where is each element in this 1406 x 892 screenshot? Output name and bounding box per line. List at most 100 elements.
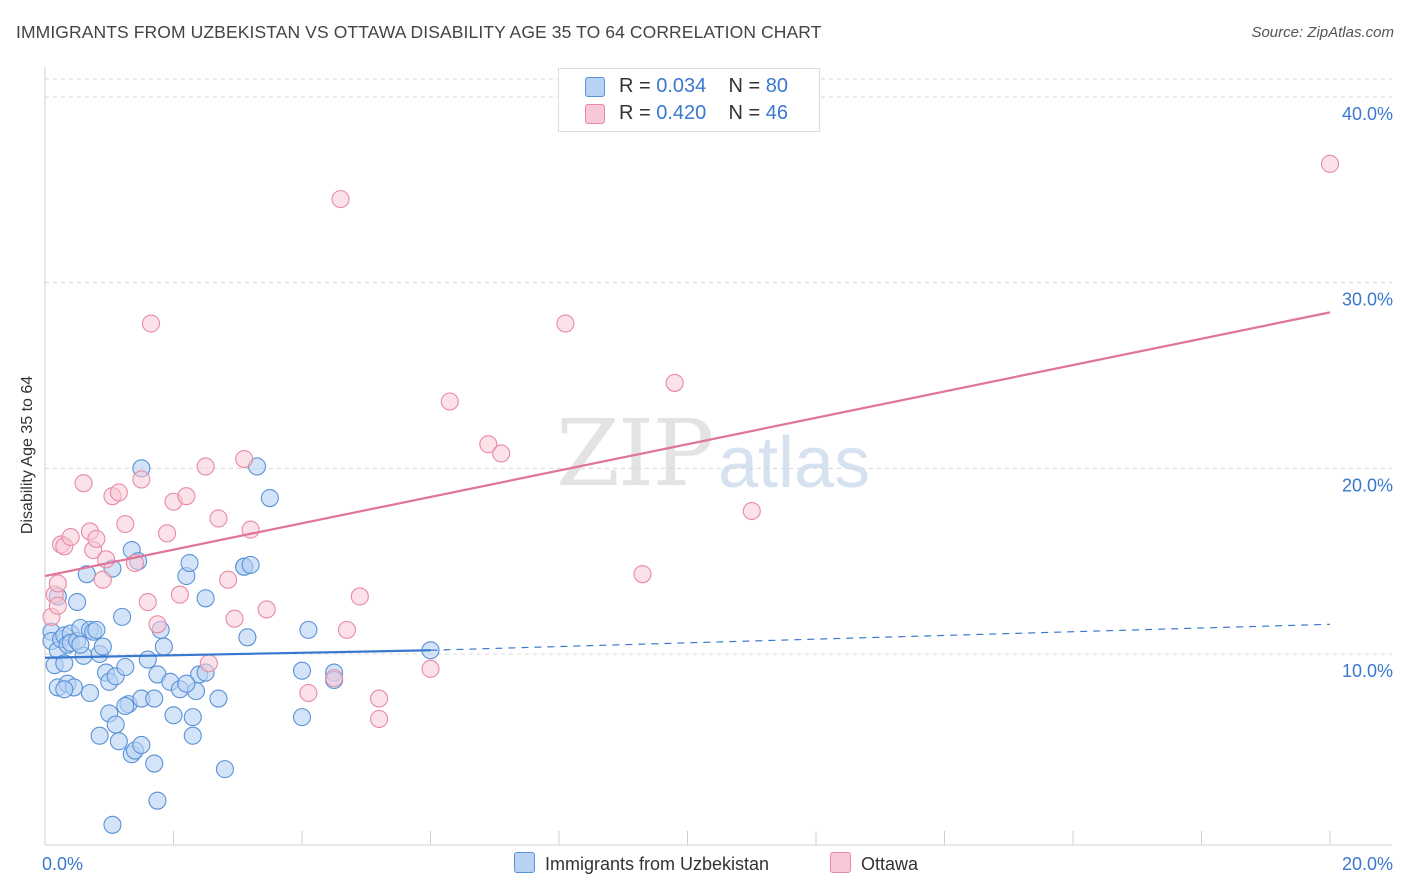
data-point-uzbekistan (116, 657, 135, 677)
data-point-ottawa (148, 615, 167, 634)
data-point-ottawa (87, 529, 106, 548)
data-point-uzbekistan (238, 628, 257, 647)
bottom-legend-label: Ottawa (861, 854, 919, 874)
data-point-ottawa (492, 444, 511, 463)
data-point-ottawa (48, 574, 67, 593)
x-tick-label-max: 20.0% (1342, 854, 1393, 874)
legend-n-label: N = (728, 75, 766, 97)
y-tick-label: 10.0% (1342, 661, 1393, 681)
tick-labels: 10.0% 20.0% 30.0% 40.0% 0.0% 20.0% (42, 104, 1393, 874)
data-point-ottawa (299, 683, 318, 703)
data-point-ottawa (74, 474, 93, 493)
legend-r-label: R = (619, 102, 657, 124)
data-point-uzbekistan (180, 553, 199, 573)
data-point-uzbekistan (55, 654, 74, 673)
data-point-ottawa (48, 596, 67, 615)
series-ottawa-points (42, 154, 1340, 729)
data-point-ottawa (556, 314, 575, 333)
data-point-ottawa (158, 524, 177, 543)
series-uzbekistan-points (42, 457, 440, 834)
data-point-uzbekistan (154, 637, 173, 656)
legend-n-label: N = (728, 102, 766, 124)
data-point-uzbekistan (93, 637, 112, 656)
source-label: Source: ZipAtlas.com (1251, 24, 1394, 41)
data-point-ottawa (331, 190, 350, 209)
legend-swatch-blue (585, 77, 605, 97)
data-point-ottawa (93, 570, 112, 589)
data-point-ottawa (1320, 154, 1340, 173)
data-point-uzbekistan (215, 760, 234, 779)
watermark-zip: ZIP (556, 400, 714, 507)
data-point-uzbekistan (68, 592, 87, 612)
data-point-uzbekistan (164, 706, 183, 725)
data-point-ottawa (177, 487, 196, 506)
data-point-uzbekistan (292, 708, 312, 727)
data-point-ottawa (141, 314, 161, 333)
data-point-ottawa (742, 501, 761, 521)
data-point-ottawa (132, 470, 151, 489)
data-point-ottawa (257, 600, 276, 619)
data-point-ottawa (440, 392, 459, 411)
data-point-ottawa (61, 527, 80, 547)
correlation-legend: R = 0.034 N = 80 R = 0.420 N = 46 (558, 68, 820, 132)
data-point-ottawa (370, 709, 389, 729)
data-point-ottawa (350, 587, 369, 606)
bottom-legend-uzbekistan: Immigrants from Uzbekistan (514, 852, 769, 875)
legend-r-value: 0.420 (656, 102, 707, 124)
y-tick-label: 30.0% (1342, 290, 1393, 310)
chart-title: IMMIGRANTS FROM UZBEKISTAN VS OTTAWA DIS… (16, 22, 822, 42)
data-point-uzbekistan (116, 696, 135, 716)
bottom-legend-ottawa: Ottawa (830, 852, 918, 875)
trend-line-uzbekistan (44, 649, 431, 659)
data-point-ottawa (225, 609, 244, 628)
x-tick-label-min: 0.0% (42, 854, 83, 874)
data-point-uzbekistan (106, 715, 125, 734)
data-point-uzbekistan (177, 674, 196, 693)
data-point-ottawa (235, 449, 254, 469)
legend-r-label: R = (619, 75, 657, 97)
bottom-legend-swatch-pink (830, 852, 851, 873)
legend-r-value: 0.034 (656, 75, 707, 97)
axes (44, 67, 1392, 846)
legend-n-value: 46 (765, 102, 789, 124)
data-point-ottawa (138, 592, 157, 612)
data-point-uzbekistan (145, 754, 164, 773)
data-point-uzbekistan (77, 565, 96, 584)
data-point-ottawa (633, 565, 652, 584)
data-point-uzbekistan (148, 791, 167, 810)
data-point-uzbekistan (138, 650, 157, 669)
data-point-uzbekistan (145, 689, 164, 708)
bottom-legend-swatch-blue (514, 852, 535, 873)
data-point-uzbekistan (113, 607, 132, 626)
data-point-uzbekistan (87, 620, 106, 639)
y-tick-label: 40.0% (1342, 104, 1393, 124)
trend-line-ottawa (44, 311, 1331, 578)
data-point-uzbekistan (132, 735, 151, 755)
data-point-ottawa (170, 585, 189, 604)
data-point-ottawa (199, 654, 218, 673)
data-point-ottawa (421, 659, 440, 678)
data-point-ottawa (325, 669, 344, 688)
data-point-ottawa (370, 689, 389, 708)
data-point-uzbekistan (109, 732, 128, 751)
data-point-ottawa (209, 509, 228, 528)
trend-lines (44, 311, 1331, 659)
data-point-uzbekistan (80, 683, 100, 703)
data-point-uzbekistan (55, 680, 74, 699)
data-point-uzbekistan (260, 488, 279, 508)
trend-line-uzbekistan-extension (430, 623, 1331, 651)
data-point-ottawa (109, 483, 128, 502)
data-point-uzbekistan (90, 726, 109, 745)
bottom-legend-label: Immigrants from Uzbekistan (545, 854, 770, 874)
y-tick-label: 20.0% (1342, 475, 1393, 495)
data-point-ottawa (665, 373, 684, 392)
data-point-uzbekistan (183, 726, 202, 745)
data-point-ottawa (219, 570, 238, 589)
data-point-uzbekistan (196, 589, 215, 608)
data-point-uzbekistan (103, 815, 122, 834)
data-point-uzbekistan (183, 708, 202, 727)
watermark-atlas: atlas (718, 423, 871, 503)
data-point-uzbekistan (241, 555, 260, 574)
data-point-uzbekistan (71, 635, 90, 654)
data-point-ottawa (196, 457, 215, 476)
